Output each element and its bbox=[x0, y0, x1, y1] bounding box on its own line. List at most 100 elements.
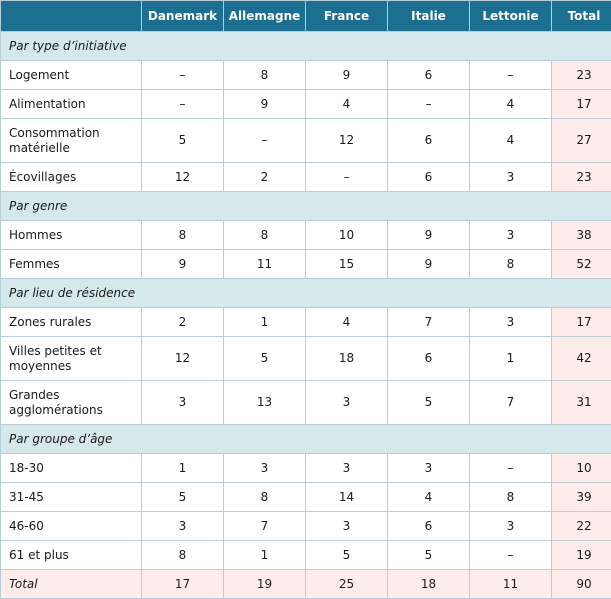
value-cell: 5 bbox=[306, 541, 388, 570]
value-cell: 3 bbox=[470, 221, 552, 250]
grand-total-cell: 19 bbox=[224, 570, 306, 599]
header-allemagne: Allemagne bbox=[224, 1, 306, 32]
value-cell: 5 bbox=[142, 119, 224, 163]
value-cell: 6 bbox=[388, 119, 470, 163]
section-header-par-genre: Par genre bbox=[1, 192, 611, 221]
value-cell: 6 bbox=[388, 163, 470, 192]
value-cell: 7 bbox=[224, 512, 306, 541]
table-header: Danemark Allemagne France Italie Lettoni… bbox=[1, 1, 611, 32]
value-cell: 3 bbox=[470, 512, 552, 541]
row-total-cell: 17 bbox=[552, 308, 611, 337]
header-danemark: Danemark bbox=[142, 1, 224, 32]
value-cell: 3 bbox=[388, 454, 470, 483]
section-title: Par genre bbox=[1, 192, 611, 221]
value-cell: 4 bbox=[306, 308, 388, 337]
value-cell: 9 bbox=[306, 61, 388, 90]
value-cell: 14 bbox=[306, 483, 388, 512]
value-cell: – bbox=[224, 119, 306, 163]
value-cell: 9 bbox=[388, 250, 470, 279]
row-total-cell: 10 bbox=[552, 454, 611, 483]
value-cell: 7 bbox=[388, 308, 470, 337]
value-cell: – bbox=[306, 163, 388, 192]
value-cell: 5 bbox=[388, 381, 470, 425]
value-cell: 1 bbox=[224, 308, 306, 337]
value-cell: 3 bbox=[470, 308, 552, 337]
value-cell: 3 bbox=[142, 381, 224, 425]
row-label: Grandes agglomérations bbox=[1, 381, 142, 425]
row-total-cell: 23 bbox=[552, 61, 611, 90]
value-cell: 10 bbox=[306, 221, 388, 250]
row-total-cell: 39 bbox=[552, 483, 611, 512]
grand-total-cell: 17 bbox=[142, 570, 224, 599]
section-header-par-groupe-d-age: Par groupe d’âge bbox=[1, 425, 611, 454]
value-cell: – bbox=[470, 454, 552, 483]
row-total-cell: 38 bbox=[552, 221, 611, 250]
value-cell: – bbox=[142, 90, 224, 119]
value-cell: 12 bbox=[142, 337, 224, 381]
value-cell: 2 bbox=[224, 163, 306, 192]
header-lettonie: Lettonie bbox=[470, 1, 552, 32]
header-italie: Italie bbox=[388, 1, 470, 32]
value-cell: 8 bbox=[470, 483, 552, 512]
section-title: Par groupe d’âge bbox=[1, 425, 611, 454]
grand-total-cell: 25 bbox=[306, 570, 388, 599]
row-total-cell: 23 bbox=[552, 163, 611, 192]
value-cell: 3 bbox=[224, 454, 306, 483]
value-cell: 3 bbox=[306, 512, 388, 541]
row-label: Logement bbox=[1, 61, 142, 90]
value-cell: – bbox=[388, 90, 470, 119]
row-label: Hommes bbox=[1, 221, 142, 250]
value-cell: 1 bbox=[142, 454, 224, 483]
row-total-cell: 31 bbox=[552, 381, 611, 425]
section-header-par-lieu-de-residence: Par lieu de résidence bbox=[1, 279, 611, 308]
row-label: 61 et plus bbox=[1, 541, 142, 570]
value-cell: – bbox=[142, 61, 224, 90]
row-total-cell: 42 bbox=[552, 337, 611, 381]
grand-total-cell: 18 bbox=[388, 570, 470, 599]
row-label: Alimentation bbox=[1, 90, 142, 119]
value-cell: 8 bbox=[224, 483, 306, 512]
value-cell: 2 bbox=[142, 308, 224, 337]
value-cell: 15 bbox=[306, 250, 388, 279]
row-total-cell: 19 bbox=[552, 541, 611, 570]
value-cell: 5 bbox=[388, 541, 470, 570]
value-cell: 4 bbox=[470, 90, 552, 119]
row-total-cell: 22 bbox=[552, 512, 611, 541]
value-cell: 8 bbox=[470, 250, 552, 279]
row-label: Écovillages bbox=[1, 163, 142, 192]
value-cell: – bbox=[470, 61, 552, 90]
row-total-cell: 52 bbox=[552, 250, 611, 279]
value-cell: 3 bbox=[142, 512, 224, 541]
grand-total-cell: 11 bbox=[470, 570, 552, 599]
value-cell: 12 bbox=[142, 163, 224, 192]
row-label: Consommation matérielle bbox=[1, 119, 142, 163]
value-cell: 4 bbox=[470, 119, 552, 163]
section-title: Par type d’initiative bbox=[1, 32, 611, 61]
value-cell: 11 bbox=[224, 250, 306, 279]
value-cell: 9 bbox=[142, 250, 224, 279]
header-france: France bbox=[306, 1, 388, 32]
value-cell: 6 bbox=[388, 337, 470, 381]
value-cell: 13 bbox=[224, 381, 306, 425]
value-cell: 3 bbox=[306, 381, 388, 425]
value-cell: 4 bbox=[388, 483, 470, 512]
value-cell: 6 bbox=[388, 512, 470, 541]
value-cell: 8 bbox=[142, 221, 224, 250]
value-cell: 8 bbox=[142, 541, 224, 570]
value-cell: 7 bbox=[470, 381, 552, 425]
value-cell: 3 bbox=[306, 454, 388, 483]
